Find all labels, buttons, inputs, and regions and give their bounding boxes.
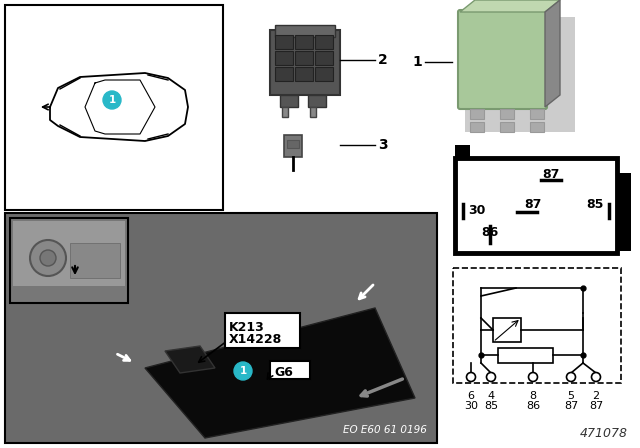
Circle shape [566, 372, 575, 382]
Bar [295, 67, 313, 81]
Circle shape [30, 240, 66, 276]
Text: 4: 4 [488, 391, 495, 401]
Bar [295, 51, 313, 65]
Polygon shape [145, 308, 415, 438]
Bar [310, 107, 316, 117]
Polygon shape [460, 0, 560, 12]
Bar [315, 35, 333, 49]
Circle shape [529, 372, 538, 382]
Bar [282, 107, 288, 117]
Circle shape [467, 372, 476, 382]
Text: 1: 1 [108, 95, 116, 105]
Circle shape [103, 91, 121, 109]
Circle shape [234, 362, 252, 380]
Text: 2: 2 [593, 391, 600, 401]
Text: K213: K213 [229, 321, 265, 334]
Bar [5, 5, 223, 210]
Text: 8: 8 [529, 391, 536, 401]
Bar [530, 122, 544, 132]
Text: 30: 30 [464, 401, 478, 411]
Bar [275, 67, 293, 81]
Polygon shape [165, 346, 215, 373]
Text: 86: 86 [481, 227, 499, 240]
Text: 30: 30 [468, 203, 486, 216]
Bar [315, 67, 333, 81]
Bar [70, 243, 120, 278]
Text: 87: 87 [524, 198, 541, 211]
Bar [5, 213, 437, 443]
Bar [465, 17, 575, 132]
Text: 3: 3 [378, 138, 388, 152]
Text: X14228: X14228 [229, 333, 282, 346]
Bar [500, 122, 514, 132]
Bar [295, 35, 313, 49]
Bar [270, 361, 310, 379]
Text: 1: 1 [239, 366, 246, 376]
Text: 1: 1 [412, 55, 422, 69]
Bar [453, 268, 621, 383]
Bar [470, 122, 484, 132]
Text: 2: 2 [378, 53, 388, 67]
Circle shape [486, 372, 495, 382]
FancyBboxPatch shape [458, 10, 547, 109]
Bar [308, 95, 326, 107]
Text: 87: 87 [542, 168, 560, 181]
Polygon shape [545, 0, 560, 107]
Text: 87: 87 [589, 401, 603, 411]
Text: 6: 6 [467, 391, 474, 401]
Bar [270, 30, 340, 95]
Bar [284, 135, 302, 157]
Text: 85: 85 [586, 198, 604, 211]
Bar [275, 35, 293, 49]
Text: 86: 86 [526, 401, 540, 411]
Bar [10, 218, 128, 303]
Text: EO E60 61 0196: EO E60 61 0196 [343, 425, 427, 435]
Bar [13, 221, 125, 286]
Polygon shape [455, 145, 470, 158]
Circle shape [591, 372, 600, 382]
Bar [287, 140, 299, 148]
Text: G6: G6 [274, 366, 293, 379]
Bar [275, 25, 335, 37]
Bar [530, 109, 544, 119]
Bar [315, 51, 333, 65]
Bar [498, 348, 553, 363]
Bar [470, 109, 484, 119]
Text: 471078: 471078 [580, 427, 628, 440]
Bar [455, 158, 617, 253]
Text: 5: 5 [568, 391, 575, 401]
Bar [225, 313, 300, 348]
Bar [275, 51, 293, 65]
Circle shape [40, 250, 56, 266]
Bar [493, 318, 521, 342]
Bar [500, 109, 514, 119]
Bar [280, 95, 298, 107]
Polygon shape [617, 173, 631, 251]
Text: 87: 87 [564, 401, 578, 411]
Text: 85: 85 [484, 401, 498, 411]
